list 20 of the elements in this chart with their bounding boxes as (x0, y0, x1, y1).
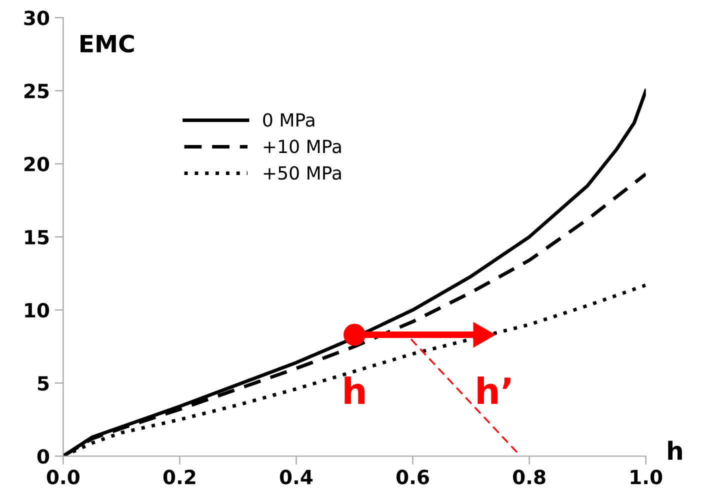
annotation: h (344, 376, 365, 404)
legend-label: 0 MPa (263, 113, 314, 127)
legend-label: +50 MPa (264, 166, 341, 180)
y-tick-label: 20 (24, 156, 50, 172)
x-tick-label: 0.8 (513, 470, 546, 484)
y-tick-label: 15 (25, 230, 49, 245)
y-tick-label: 5 (38, 376, 49, 391)
y-tick-label: 0 (37, 449, 50, 464)
x-axis-title: h (668, 440, 682, 460)
y-tick-label: 30 (24, 10, 50, 26)
annotation: h’ (478, 376, 510, 404)
y-tick-label: 10 (25, 302, 50, 318)
y-tick-label: 25 (24, 84, 49, 98)
x-tick-label: 0.2 (163, 470, 196, 484)
legend-label: +10 MPa (264, 140, 341, 154)
y-axis-title: EMC (80, 34, 134, 53)
x-tick-label: 1.0 (630, 470, 662, 484)
x-tick-label: 0.4 (280, 470, 313, 484)
x-tick-label: 0.0 (46, 470, 80, 484)
x-tick-label: 0.6 (396, 470, 429, 484)
